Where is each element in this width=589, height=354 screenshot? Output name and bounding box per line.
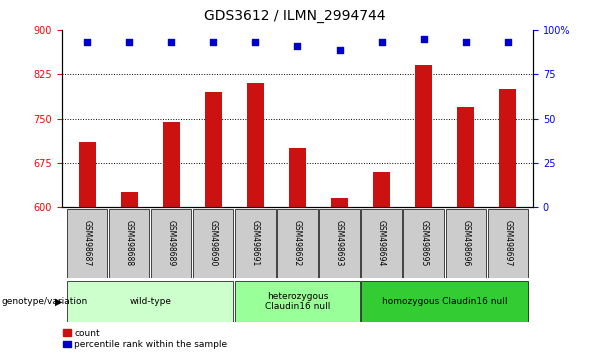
Text: GSM498688: GSM498688	[125, 220, 134, 267]
Bar	[205, 92, 221, 207]
Text: GSM498697: GSM498697	[504, 220, 512, 267]
Text: homozygous Claudin16 null: homozygous Claudin16 null	[382, 297, 508, 306]
Bar	[445, 209, 486, 278]
Point	[82, 40, 92, 45]
Bar	[488, 209, 528, 278]
Bar	[457, 107, 474, 207]
Text: wild-type: wild-type	[129, 297, 171, 306]
Text: GSM498693: GSM498693	[335, 220, 344, 267]
Text: GSM498696: GSM498696	[461, 220, 470, 267]
Bar	[193, 209, 233, 278]
Text: GSM498689: GSM498689	[167, 220, 176, 267]
Bar	[79, 142, 95, 207]
Text: GSM498687: GSM498687	[82, 220, 91, 267]
Point	[251, 40, 260, 45]
Bar	[67, 281, 233, 322]
Text: ▶: ▶	[55, 297, 62, 307]
Text: GSM498690: GSM498690	[209, 220, 218, 267]
Bar	[109, 209, 150, 278]
Bar	[319, 209, 360, 278]
Bar	[403, 209, 444, 278]
Bar	[373, 172, 390, 207]
Legend: count, percentile rank within the sample: count, percentile rank within the sample	[64, 329, 227, 349]
Bar	[121, 192, 138, 207]
Bar	[235, 281, 360, 322]
Text: GSM498695: GSM498695	[419, 220, 428, 267]
Point	[167, 40, 176, 45]
Bar	[331, 198, 348, 207]
Point	[419, 36, 428, 42]
Point	[293, 43, 302, 49]
Bar	[362, 281, 528, 322]
Bar	[151, 209, 191, 278]
Bar	[362, 209, 402, 278]
Bar	[67, 209, 107, 278]
Point	[335, 47, 344, 52]
Point	[377, 40, 386, 45]
Text: GSM498694: GSM498694	[377, 220, 386, 267]
Point	[209, 40, 218, 45]
Bar	[499, 89, 516, 207]
Text: GSM498692: GSM498692	[293, 220, 302, 267]
Bar	[415, 65, 432, 207]
Bar	[289, 148, 306, 207]
Text: genotype/variation: genotype/variation	[1, 297, 87, 306]
Text: GSM498691: GSM498691	[251, 220, 260, 267]
Bar	[163, 121, 180, 207]
Bar	[247, 83, 264, 207]
Point	[461, 40, 471, 45]
Text: GDS3612 / ILMN_2994744: GDS3612 / ILMN_2994744	[204, 9, 385, 23]
Text: heterozygous
Claudin16 null: heterozygous Claudin16 null	[265, 292, 330, 312]
Bar	[277, 209, 317, 278]
Bar	[235, 209, 276, 278]
Point	[503, 40, 512, 45]
Point	[124, 40, 134, 45]
